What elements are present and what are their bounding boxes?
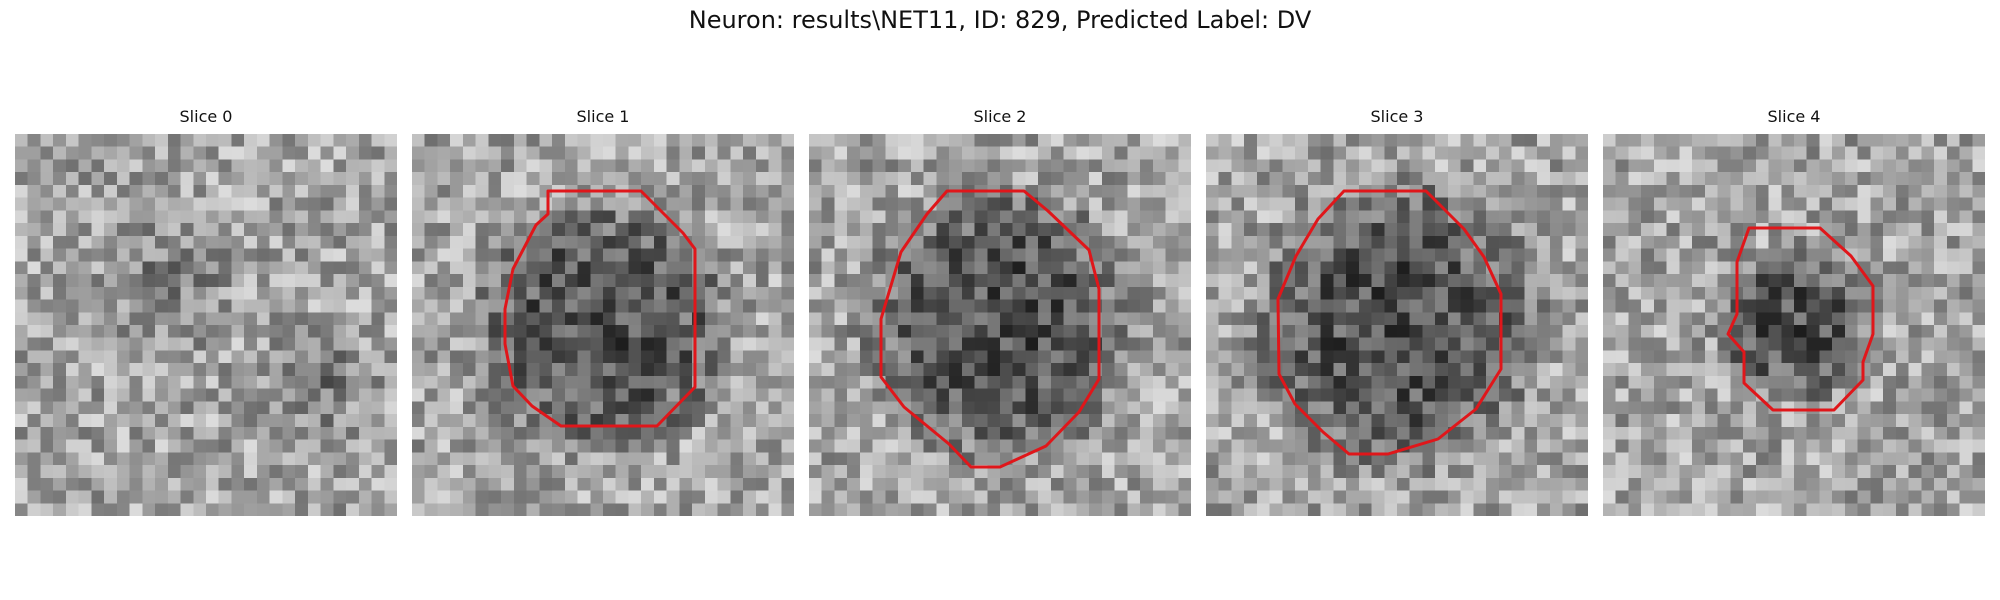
roi-contour	[1726, 226, 1875, 412]
roi-contour	[1276, 189, 1503, 456]
slice-title: Slice 2	[973, 107, 1027, 126]
slice-image	[1603, 134, 1985, 516]
figure-title: Neuron: results\NET11, ID: 829, Predicte…	[688, 6, 1312, 34]
roi-contour	[15, 134, 397, 516]
slice-title: Slice 0	[179, 107, 233, 126]
slice-image	[412, 134, 794, 516]
roi-contour	[503, 189, 697, 428]
slice-title: Slice 3	[1370, 107, 1424, 126]
roi-contour	[879, 189, 1101, 469]
slice-title: Slice 4	[1767, 107, 1821, 126]
slice-title: Slice 1	[576, 107, 630, 126]
slice-image	[15, 134, 397, 516]
slice-image	[809, 134, 1191, 516]
